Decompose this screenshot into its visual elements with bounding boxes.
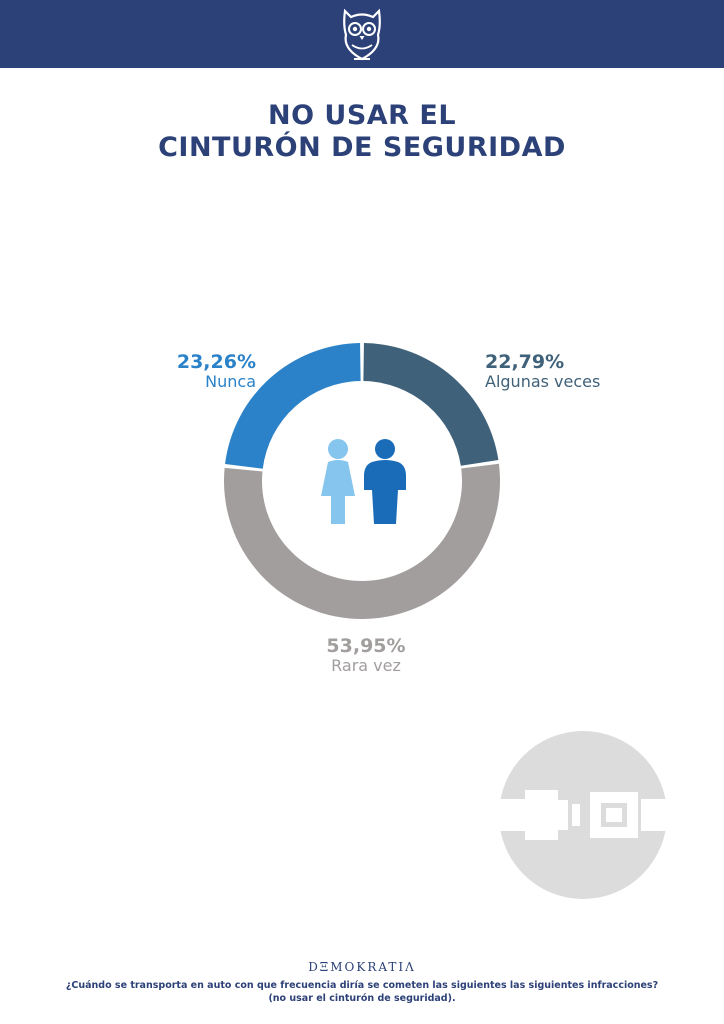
donut-slice-nunca — [225, 343, 361, 469]
owl-icon — [343, 8, 381, 61]
slice-value-label: 22,79% — [485, 351, 564, 373]
donut-slice-rara-vez — [223, 463, 500, 620]
title-line-2: CINTURÓN DE SEGURIDAD — [158, 132, 566, 163]
slice-category-label: Algunas veces — [485, 372, 600, 391]
survey-question: ¿Cuándo se transporta en auto con que fr… — [0, 979, 724, 1005]
brand-name: DΞMOKRATIΛ — [308, 960, 416, 974]
man-icon — [364, 439, 406, 524]
question-line-2: (no usar el cinturón de seguridad). — [268, 993, 456, 1004]
slice-category-label: Nunca — [205, 372, 256, 391]
header-bar — [0, 0, 724, 68]
slice-category-label: Rara vez — [331, 656, 401, 675]
question-line-1: ¿Cuándo se transporta en auto con que fr… — [65, 980, 659, 991]
woman-icon — [321, 439, 355, 524]
slice-value-label: 23,26% — [177, 351, 256, 373]
people-icons — [321, 439, 406, 524]
title-line-1: NO USAR EL — [267, 100, 457, 131]
seatbelt-buckle-icon — [498, 731, 668, 899]
page-title: NO USAR EL CINTURÓN DE SEGURIDAD — [0, 100, 724, 164]
slice-value-label: 53,95% — [326, 635, 405, 657]
donut-slice-algunas-veces — [363, 343, 499, 466]
